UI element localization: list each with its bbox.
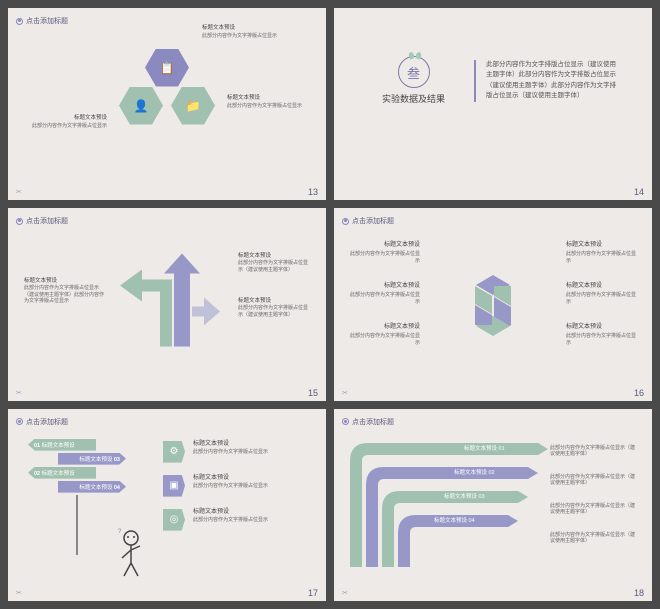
slide-grid: 点击添加标题 📋 👤 📁 标题文本预设此部分内容作为文字排版占位显示 标题文本预… — [8, 8, 652, 601]
title-text: 点击添加标题 — [352, 216, 394, 226]
list-text: 标题文本预设此部分内容作为文字排版占位显示 — [193, 475, 268, 490]
list-item: ◎ 标题文本预设此部分内容作为文字排版占位显示 — [163, 509, 268, 531]
title-dot-icon — [16, 418, 23, 425]
title-text: 点击添加标题 — [26, 16, 68, 26]
page-number: 13 — [308, 187, 318, 197]
slide-title: 点击添加标题 — [16, 16, 68, 26]
circle-icon: ◎ — [163, 509, 185, 531]
slide-16: 点击添加标题 标题文本预设此部分内容作为文字排版占位显示 标题文本预设此部分内容… — [334, 208, 652, 400]
list-item: ▣ 标题文本预设此部分内容作为文字排版占位显示 — [163, 475, 268, 497]
title-text: 点击添加标题 — [26, 216, 68, 226]
right-text-1: 此部分内容作为文字排版占位显示（建议使用主题字体） — [550, 445, 638, 458]
right-text-3: 此部分内容作为文字排版占位显示（建议使用主题字体） — [550, 503, 638, 516]
signpost: 01 标题文本预设 标题文本预设 03 02 标题文本预设 标题文本预设 04 — [28, 439, 126, 555]
slide-13: 点击添加标题 📋 👤 📁 标题文本预设此部分内容作为文字排版占位显示 标题文本预… — [8, 8, 326, 200]
title-dot-icon — [342, 418, 349, 425]
arrow-left — [120, 270, 172, 347]
ring-label-1: 标题文本预设此部分内容作为文字排版占位显示 — [566, 242, 636, 264]
hexring-svg — [458, 273, 528, 338]
sign-3: 02 标题文本预设 — [28, 467, 96, 479]
curve-label-3: 标题文本预设 03 — [440, 491, 489, 501]
text-left: 标题文本预设此部分内容作为文字排版占位显示（建议使用主题字体）此部分内容作为文字… — [24, 278, 104, 305]
list-item: ⚙ 标题文本预设此部分内容作为文字排版占位显示 — [163, 441, 268, 463]
page-deco: ✂ — [342, 389, 348, 397]
slide-17: 点击添加标题 01 标题文本预设 标题文本预设 03 02 标题文本预设 标题文… — [8, 409, 326, 601]
page-number: 18 — [634, 588, 644, 598]
slide-title: 点击添加标题 — [16, 417, 68, 427]
ring-label-0: 标题文本预设此部分内容作为文字排版占位显示 — [350, 242, 420, 264]
badge-number: 叁 — [407, 63, 420, 82]
title-dot-icon — [342, 218, 349, 225]
title-text: 点击添加标题 — [26, 417, 68, 427]
section-badge: 叁 实验数据及结果 — [382, 56, 445, 105]
page-deco: ✂ — [16, 188, 22, 196]
svg-text:?: ? — [118, 529, 122, 535]
page-deco: ✂ — [16, 589, 22, 597]
curves-svg — [350, 437, 550, 567]
slide-title: 点击添加标题 — [16, 216, 68, 226]
page-deco: ✂ — [16, 389, 22, 397]
page-deco: ✂ — [342, 589, 348, 597]
sign-1: 01 标题文本预设 — [28, 439, 96, 451]
calendar-icon: 📋 — [160, 61, 175, 75]
hexagon-ring — [458, 273, 528, 343]
slide-15: 点击添加标题 标题文本预设此部分内容作为文字排版占位显示（建议使用主题字体）此部… — [8, 208, 326, 400]
curve-1 — [350, 443, 548, 567]
square-icon: ▣ — [163, 475, 185, 497]
slide-title: 点击添加标题 — [342, 417, 394, 427]
title-dot-icon — [16, 218, 23, 225]
ring-label-3: 标题文本预设此部分内容作为文字排版占位显示 — [566, 283, 636, 305]
title-dot-icon — [16, 18, 23, 25]
title-text: 点击添加标题 — [352, 417, 394, 427]
right-text-4: 此部分内容作为文字排版占位显示（建议使用主题字体） — [550, 532, 638, 545]
curved-arrows: 标题文本预设 01 标题文本预设 02 标题文本预设 03 标题文本预设 04 — [350, 437, 550, 572]
section-body: 此部分内容作为文字排版占位显示（建议使用主题字体）此部分内容作为文字排版占位显示… — [474, 60, 622, 102]
slide-title: 点击添加标题 — [342, 216, 394, 226]
hex-label-3: 标题文本预设此部分内容作为文字排版占位显示 — [227, 95, 307, 110]
slide-14: 叁 实验数据及结果 此部分内容作为文字排版占位显示（建议使用主题字体）此部分内容… — [334, 8, 652, 200]
slide-18: 点击添加标题 标题文本预设 01 标题文本预设 02 标题文本预设 03 标题文… — [334, 409, 652, 601]
list-text: 标题文本预设此部分内容作为文字排版占位显示 — [193, 509, 268, 524]
sign-4: 标题文本预设 04 — [58, 481, 126, 493]
page-number: 15 — [308, 388, 318, 398]
right-text-list: 此部分内容作为文字排版占位显示（建议使用主题字体） 此部分内容作为文字排版占位显… — [550, 445, 638, 561]
hex-label-2: 标题文本预设此部分内容作为文字排版占位显示 — [27, 115, 107, 130]
hex-left: 👤 — [119, 87, 163, 125]
right-text-2: 此部分内容作为文字排版占位显示（建议使用主题字体） — [550, 474, 638, 487]
arrows-svg — [112, 252, 222, 352]
gear-icon: ⚙ — [163, 441, 185, 463]
page-number: 16 — [634, 388, 644, 398]
ring-label-4: 标题文本预设此部分内容作为文字排版占位显示 — [350, 324, 420, 346]
page-number: 14 — [634, 187, 644, 197]
leaf-icon-left — [407, 51, 414, 59]
ring-label-5: 标题文本预设此部分内容作为文字排版占位显示 — [566, 324, 636, 346]
hex-right: 📁 — [171, 87, 215, 125]
text-right-1: 标题文本预设此部分内容作为文字排版占位显示（建议使用主题字体） — [238, 253, 308, 273]
ring-label-2: 标题文本预设此部分内容作为文字排版占位显示 — [350, 283, 420, 305]
hex-label-1: 标题文本预设此部分内容作为文字排版占位显示 — [202, 25, 282, 40]
signpost-pole — [76, 495, 78, 555]
badge-circle: 叁 — [398, 56, 430, 88]
page-number: 17 — [308, 588, 318, 598]
leaf-icon-right — [414, 51, 421, 59]
person-icon: 👤 — [134, 99, 149, 113]
folder-icon: 📁 — [186, 99, 201, 113]
curve-label-2: 标题文本预设 02 — [450, 467, 499, 477]
arrow-right — [192, 298, 220, 326]
curve-label-1: 标题文本预设 01 — [460, 443, 509, 453]
section-title: 实验数据及结果 — [382, 92, 445, 105]
text-right-2: 标题文本预设此部分内容作为文字排版占位显示（建议使用主题字体） — [238, 298, 308, 318]
arrow-diagram — [112, 252, 222, 357]
icon-list: ⚙ 标题文本预设此部分内容作为文字排版占位显示 ▣ 标题文本预设此部分内容作为文… — [163, 441, 268, 543]
figure-svg: ? — [116, 528, 146, 578]
curve-label-4: 标题文本预设 04 — [430, 515, 479, 525]
hex-top: 📋 — [145, 49, 189, 87]
sign-2: 标题文本预设 03 — [58, 453, 126, 465]
thinking-figure: ? — [116, 528, 146, 583]
list-text: 标题文本预设此部分内容作为文字排版占位显示 — [193, 441, 268, 456]
